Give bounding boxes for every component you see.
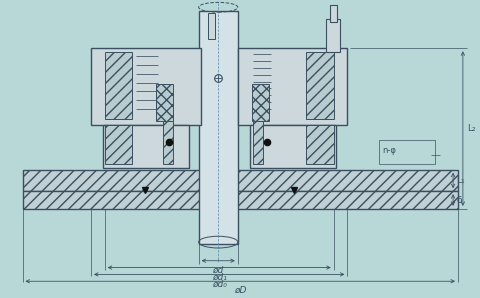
Bar: [23, 191, 457, 209]
Text: ød: ød: [212, 266, 223, 274]
Bar: [253, 121, 263, 164]
Text: n-φ: n-φ: [382, 146, 396, 155]
Bar: [249, 125, 335, 168]
Bar: [156, 83, 173, 121]
Text: ød₀: ød₀: [211, 279, 226, 288]
Text: δ: δ: [455, 195, 461, 204]
Text: L₂: L₂: [466, 124, 474, 133]
Bar: [237, 48, 347, 125]
Text: ød₁: ød₁: [211, 272, 226, 281]
Bar: [91, 48, 200, 125]
Bar: [306, 125, 333, 164]
Text: L₁: L₁: [455, 176, 464, 185]
Bar: [251, 83, 269, 121]
Bar: [378, 140, 434, 164]
Bar: [103, 125, 189, 168]
Bar: [306, 52, 333, 119]
Bar: [23, 170, 457, 191]
Bar: [163, 121, 173, 164]
Bar: [198, 11, 237, 244]
Bar: [105, 52, 132, 119]
Bar: [325, 19, 339, 52]
Bar: [329, 5, 336, 22]
Bar: [208, 13, 215, 38]
Bar: [105, 125, 132, 164]
Text: øD: øD: [234, 286, 246, 295]
